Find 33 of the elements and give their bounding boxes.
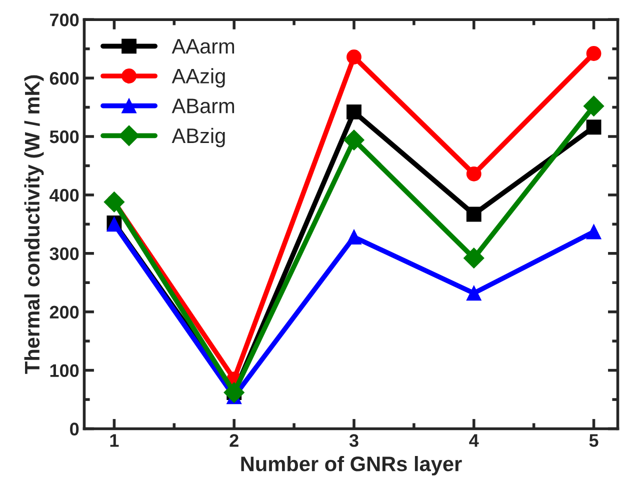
x-tick-label: 3 [349, 434, 358, 447]
y-tick-label: 700 [50, 14, 79, 26]
y-tick-label: 100 [50, 364, 79, 378]
point [466, 286, 482, 301]
point [224, 382, 244, 403]
point [466, 206, 482, 222]
legend-label: AAarm [172, 39, 234, 54]
y-tick-label: 200 [50, 306, 79, 319]
y-tick-label: 400 [50, 188, 79, 202]
legend-label: ABzig [172, 128, 225, 148]
x-tick-label: 5 [589, 434, 598, 447]
point [464, 248, 484, 268]
legend-label: AAzig [172, 68, 225, 88]
point [583, 96, 604, 116]
point [586, 224, 602, 240]
y-tick-label: 300 [50, 247, 79, 260]
point [104, 192, 125, 212]
y-tick-label: 600 [50, 72, 79, 85]
y-tick-label: 0 [70, 422, 79, 436]
x-tick-label: 1 [110, 434, 119, 447]
x-tick-label: 2 [230, 434, 238, 447]
legend-label: ABarm [172, 98, 234, 114]
point [466, 166, 482, 182]
x-tick-label: 4 [469, 434, 479, 447]
y-axis-title: Thermal conductivity (W / mK) [24, 75, 44, 374]
point [346, 230, 362, 244]
point [346, 104, 362, 120]
point [344, 130, 364, 150]
point [586, 120, 602, 135]
point [586, 46, 602, 61]
x-axis-title: Number of GNRs layer [241, 456, 462, 476]
y-tick-label: 500 [50, 130, 79, 144]
point [346, 50, 362, 64]
